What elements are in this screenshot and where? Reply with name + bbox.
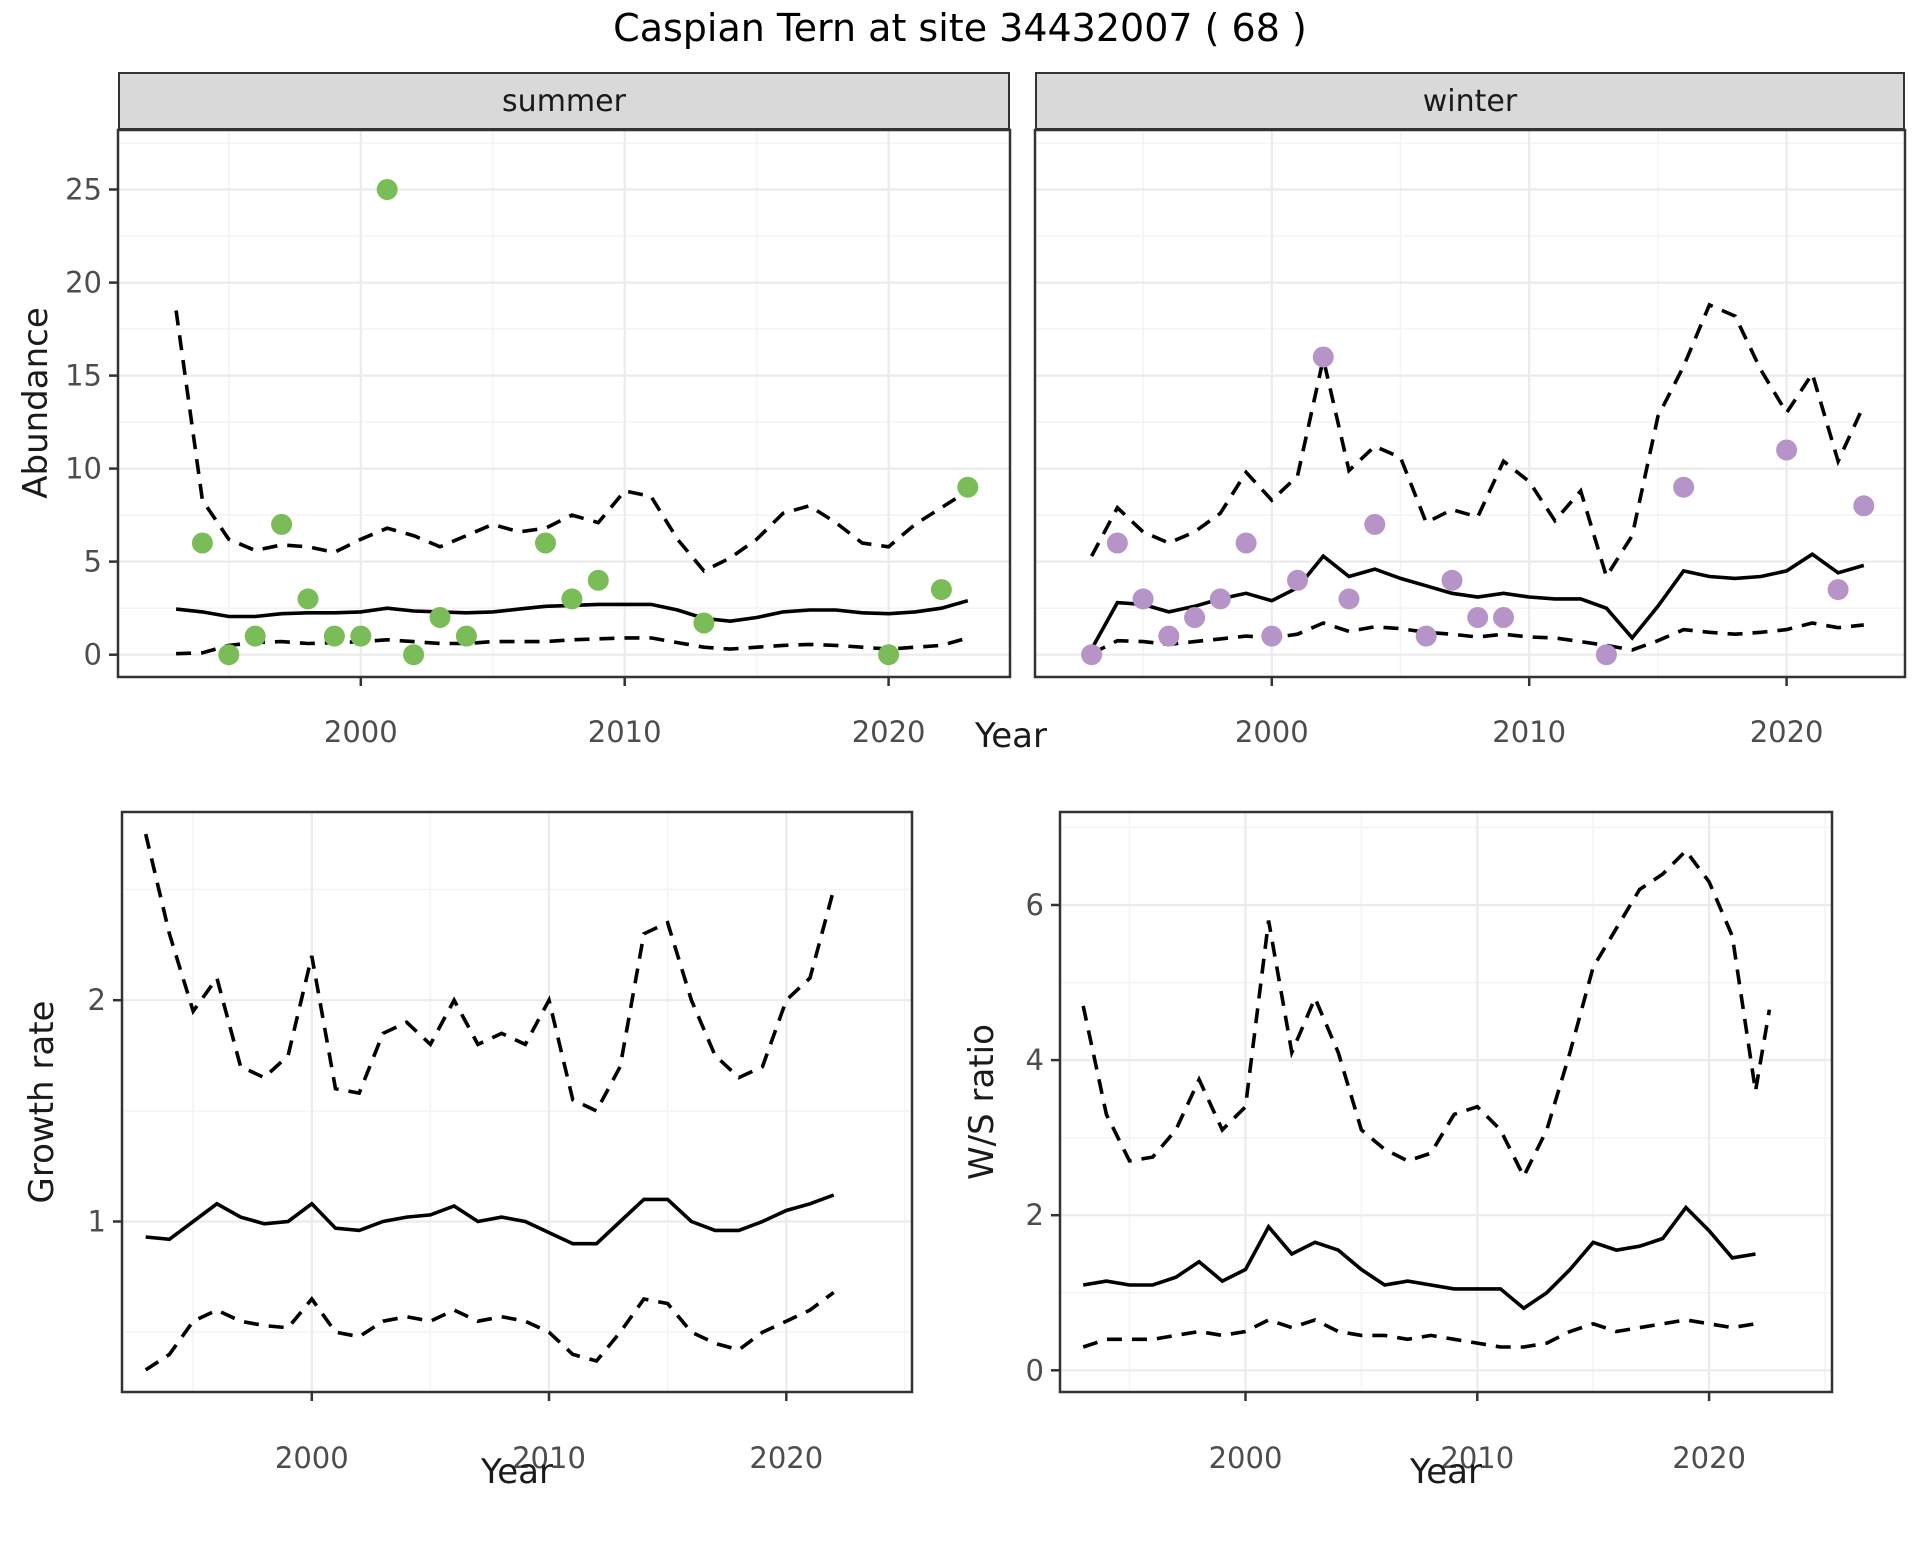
- data-point: [561, 588, 583, 610]
- ci-upper-line: [1090, 302, 1866, 581]
- facet-label-summer: summer: [502, 83, 626, 119]
- ws-ratio-x-axis-title: Year: [1410, 1452, 1482, 1492]
- data-point: [535, 532, 556, 554]
- y-tick-label: 5: [84, 545, 102, 579]
- x-tick-label: 2020: [1672, 1441, 1746, 1475]
- data-point: [1235, 532, 1257, 554]
- data-point: [1467, 607, 1489, 628]
- ci-upper-line: [1081, 848, 1772, 1181]
- data-point: [297, 588, 319, 610]
- ci-lower-line: [176, 636, 969, 656]
- data-point: [1441, 569, 1463, 591]
- ws-ratio-y-axis-title: W/S ratio: [962, 1024, 1002, 1180]
- data-point: [350, 625, 372, 647]
- panel-border: [1033, 128, 1907, 679]
- data-point: [878, 644, 900, 666]
- y-tick-label: 2: [1026, 1198, 1044, 1232]
- data-point: [455, 625, 477, 647]
- ci-lower-line: [144, 1290, 835, 1372]
- data-point: [403, 644, 425, 666]
- data-point: [1595, 644, 1617, 666]
- ci-upper-line: [174, 310, 969, 574]
- abundance-y-axis-title: Abundance: [16, 307, 56, 499]
- data-point: [1673, 476, 1695, 498]
- data-point: [1338, 588, 1360, 610]
- data-point: [587, 569, 609, 591]
- facet-label-winter: winter: [1422, 83, 1518, 119]
- fit-line: [1082, 1204, 1756, 1311]
- data-point: [693, 612, 715, 634]
- data-point: [1106, 532, 1128, 554]
- panel-border: [116, 128, 1012, 679]
- x-tick-label: 2010: [1440, 1441, 1514, 1475]
- data-point: [429, 607, 451, 628]
- data-point: [1184, 607, 1206, 628]
- y-tick-label: 0: [1026, 1353, 1044, 1387]
- data-point: [1261, 625, 1283, 647]
- x-tick-label: 2010: [588, 715, 662, 749]
- panel-border: [1058, 810, 1834, 1394]
- data-point: [1776, 439, 1798, 461]
- y-tick-label: 0: [84, 638, 102, 672]
- data-point: [1158, 625, 1180, 647]
- x-tick-label: 2020: [852, 715, 926, 749]
- y-tick-label: 6: [1026, 888, 1044, 922]
- data-point: [1364, 513, 1386, 535]
- facet-strip-winter: winter: [1035, 72, 1905, 130]
- x-tick-label: 2000: [1209, 1441, 1283, 1475]
- data-point: [1827, 579, 1849, 601]
- fit-line: [1090, 552, 1865, 650]
- x-tick-label: 2000: [324, 715, 398, 749]
- x-tick-label: 2010: [512, 1441, 586, 1475]
- abundance-x-axis-title: Year: [975, 716, 1047, 756]
- x-tick-label: 2000: [1235, 715, 1309, 749]
- growth-rate-y-axis-title: Growth rate: [22, 1000, 62, 1204]
- ci-lower-line: [1082, 1317, 1756, 1349]
- y-tick-label: 15: [65, 359, 102, 393]
- data-point: [271, 513, 293, 535]
- y-tick-label: 25: [65, 173, 102, 207]
- x-tick-label: 2020: [1750, 715, 1824, 749]
- data-point: [1853, 495, 1875, 517]
- data-point: [1209, 588, 1231, 610]
- growth-rate-x-axis-title: Year: [481, 1452, 553, 1492]
- data-point: [1415, 625, 1437, 647]
- data-point: [930, 579, 952, 601]
- fit-line: [145, 1193, 835, 1246]
- data-point: [1493, 607, 1514, 628]
- data-point: [957, 476, 979, 498]
- data-point: [1287, 569, 1308, 591]
- data-point: [323, 625, 345, 647]
- x-tick-label: 2000: [275, 1441, 349, 1475]
- facet-strip-summer: summer: [118, 72, 1010, 130]
- data-point: [1132, 588, 1154, 610]
- ci-lower-line: [1090, 621, 1864, 656]
- data-point: [191, 532, 213, 554]
- chart-title: Caspian Tern at site 34432007 ( 68 ): [613, 6, 1307, 50]
- panel-border: [120, 810, 914, 1394]
- ci-upper-line: [143, 833, 836, 1114]
- data-point: [1081, 644, 1103, 666]
- data-point: [218, 644, 240, 666]
- x-tick-label: 2010: [1492, 715, 1566, 749]
- y-tick-label: 4: [1026, 1043, 1044, 1077]
- data-point: [1312, 346, 1334, 368]
- y-tick-label: 1: [88, 1205, 106, 1239]
- y-tick-label: 10: [65, 452, 102, 486]
- x-tick-label: 2020: [749, 1441, 823, 1475]
- y-tick-label: 20: [65, 266, 102, 300]
- y-tick-label: 2: [88, 983, 106, 1017]
- data-point: [244, 625, 266, 647]
- data-point: [376, 179, 398, 200]
